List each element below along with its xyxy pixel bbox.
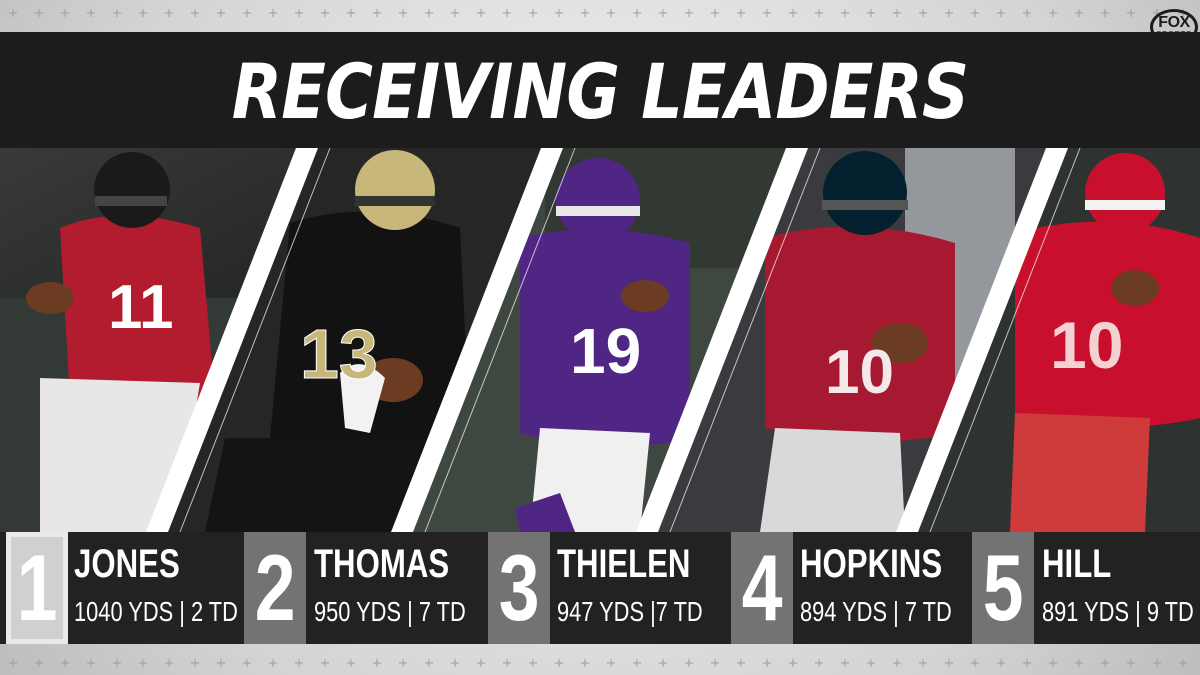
player-stats-hopkins: 894 YDS | 7 TD — [800, 596, 952, 627]
player-stats-jones: 1040 YDS | 2 TD — [74, 596, 238, 627]
rank-box-1: 1 — [6, 532, 68, 644]
bottom-pattern-strip — [0, 644, 1200, 675]
player-name-hopkins: HOPKINS — [800, 542, 943, 586]
jersey-number-thomas: 13 — [300, 315, 378, 393]
player-stats-thomas: 950 YDS | 7 TD — [314, 596, 466, 627]
player-stats-thielen: 947 YDS |7 TD — [557, 596, 703, 627]
player-photo-thomas: 13 — [150, 148, 545, 532]
player-photo-hopkins: 10 — [640, 148, 1050, 532]
rank-box-3: 3 — [488, 532, 550, 644]
player-name-jones: JONES — [74, 542, 180, 586]
rank-number: 3 — [498, 535, 540, 640]
jersey-number-hill: 10 — [1050, 308, 1123, 382]
rank-box-2: 2 — [244, 532, 306, 644]
panel-dividers — [146, 148, 1068, 532]
rank-number: 4 — [741, 535, 783, 640]
rank-number: 2 — [254, 535, 296, 640]
rank-number: 5 — [982, 535, 1024, 640]
fox-sports-logo: FOX SPORTS — [1148, 6, 1200, 48]
rank-number: 1 — [16, 535, 58, 640]
rank-box-4: 4 — [731, 532, 793, 644]
jersey-number-hopkins: 10 — [825, 338, 894, 407]
jersey-number-jones: 11 — [108, 273, 174, 342]
player-name-thielen: THIELEN — [557, 542, 691, 586]
player-stats-hill: 891 YDS | 9 TD — [1042, 596, 1194, 627]
rank-box-5: 5 — [972, 532, 1034, 644]
player-photo-hill: 10 — [900, 148, 1200, 532]
player-photo-thielen: 19 — [395, 148, 790, 532]
logo-ring-icon — [1150, 9, 1198, 45]
jersey-number-thielen: 19 — [570, 315, 641, 387]
player-name-thomas: THOMAS — [314, 542, 450, 586]
header-bar — [0, 32, 1200, 148]
player-photo-strip: 11 13 19 10 — [0, 148, 1200, 532]
page-title: RECEIVING LEADERS — [231, 46, 969, 136]
player-name-hill: HILL — [1042, 542, 1112, 586]
